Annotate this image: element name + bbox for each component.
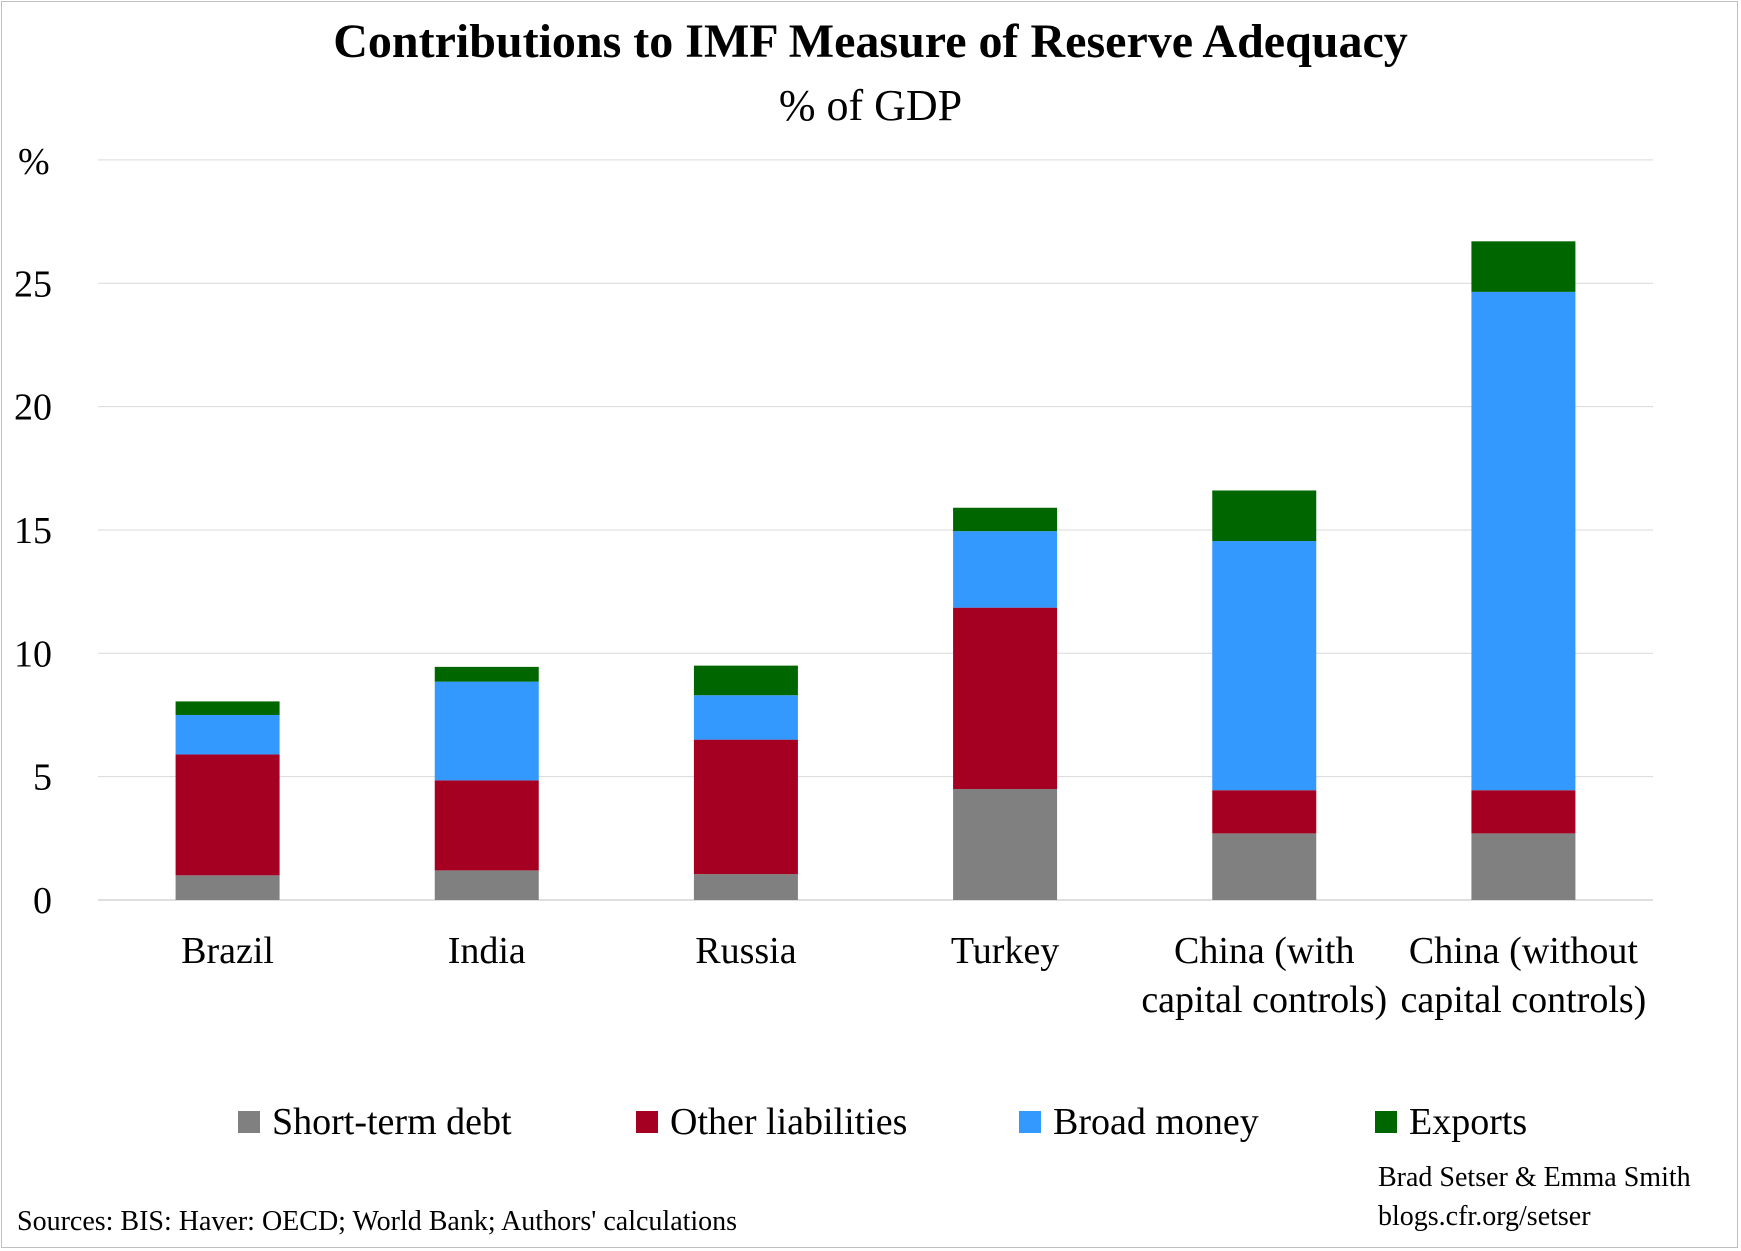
bar-short-term-debt-3 — [693, 874, 798, 900]
bar-other-liabilities-1 — [175, 754, 280, 876]
legend-label: Broad money — [1053, 1101, 1259, 1143]
x-tick-label: Turkey — [951, 930, 1059, 972]
legend-swatch — [636, 1111, 658, 1133]
bar-broad-money-1 — [175, 714, 280, 755]
credit-url: blogs.cfr.org/setser — [1378, 1201, 1591, 1232]
y-axis-label: % — [18, 141, 50, 183]
bar-exports-5 — [1212, 490, 1317, 542]
legend-item: Short-term debt — [238, 1100, 512, 1144]
bar-exports-2 — [434, 666, 539, 682]
source-note: Sources: BIS: Haver: OECD; World Bank; A… — [17, 1206, 738, 1237]
y-tick-label: 15 — [14, 510, 52, 552]
bar-exports-6 — [1471, 241, 1576, 292]
legend-swatch — [1019, 1111, 1041, 1133]
bar-other-liabilities-3 — [693, 739, 798, 875]
x-tick-label: capital controls) — [1141, 979, 1387, 1021]
x-tick-label: Russia — [695, 930, 796, 972]
chart-title: Contributions to IMF Measure of Reserve … — [333, 15, 1408, 68]
chart-subtitle: % of GDP — [778, 81, 963, 130]
bar-short-term-debt-5 — [1212, 833, 1317, 900]
bar-broad-money-5 — [1212, 541, 1317, 791]
legend-label: Exports — [1409, 1101, 1528, 1143]
bar-broad-money-2 — [434, 681, 539, 781]
x-tick-label: China (with — [1174, 930, 1354, 972]
x-tick-label: capital controls) — [1400, 979, 1646, 1021]
y-tick-label: 20 — [14, 387, 52, 429]
legend-item: Exports — [1375, 1100, 1527, 1144]
bar-short-term-debt-6 — [1471, 833, 1576, 900]
x-tick-label: Brazil — [181, 930, 274, 972]
legend-swatch — [1375, 1111, 1397, 1133]
x-tick-label: India — [448, 930, 526, 972]
legend-label: Short-term debt — [272, 1101, 512, 1143]
bar-broad-money-6 — [1471, 291, 1576, 791]
author-credit: Brad Setser & Emma Smith blogs.cfr.org/s… — [1378, 1158, 1691, 1236]
bar-exports-3 — [693, 665, 798, 696]
y-tick-label: 0 — [33, 880, 52, 922]
legend-swatch — [238, 1111, 260, 1133]
bar-other-liabilities-6 — [1471, 790, 1576, 834]
y-tick-label: 25 — [14, 263, 52, 305]
bar-other-liabilities-2 — [434, 780, 539, 871]
bar-short-term-debt-4 — [953, 788, 1058, 900]
bar-short-term-debt-1 — [175, 875, 280, 900]
legend-item: Broad money — [1019, 1100, 1259, 1144]
bar-exports-1 — [175, 701, 280, 715]
y-tick-label: 10 — [14, 633, 52, 675]
legend-label: Other liabilities — [670, 1101, 908, 1143]
bar-short-term-debt-2 — [434, 870, 539, 900]
bar-exports-4 — [953, 507, 1058, 532]
bar-other-liabilities-5 — [1212, 790, 1317, 834]
bar-broad-money-3 — [693, 695, 798, 740]
bar-broad-money-4 — [953, 531, 1058, 608]
credit-authors: Brad Setser & Emma Smith — [1378, 1162, 1691, 1193]
bar-other-liabilities-4 — [953, 607, 1058, 789]
y-tick-label: 5 — [33, 757, 52, 799]
x-tick-label: China (without — [1409, 930, 1638, 972]
legend-item: Other liabilities — [636, 1100, 907, 1144]
